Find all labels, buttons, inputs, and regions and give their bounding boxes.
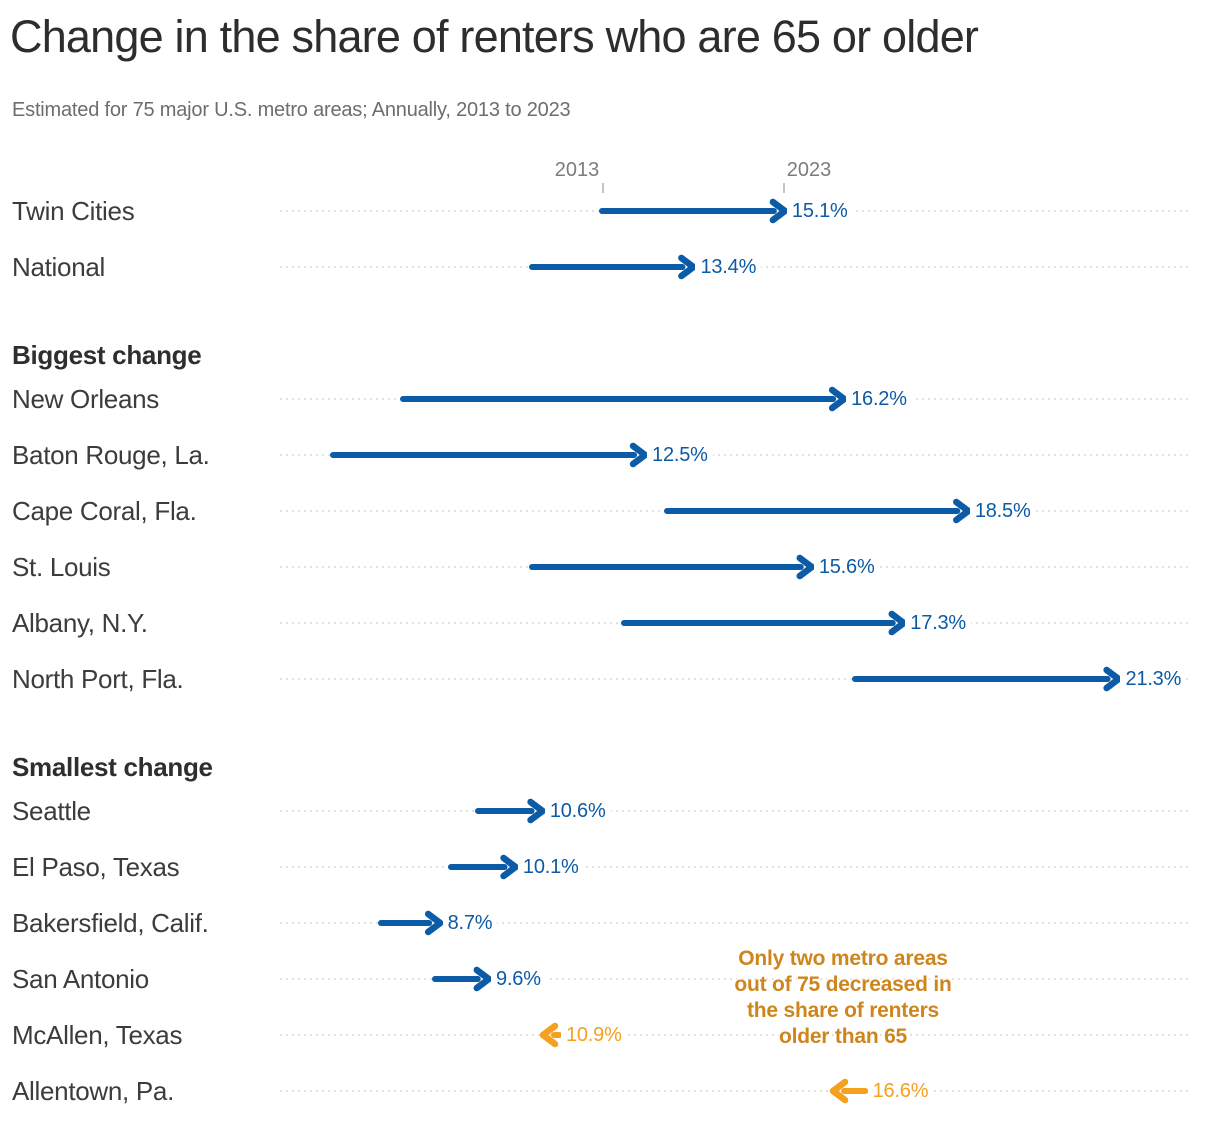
row-leader-dots <box>280 866 1190 868</box>
value-label-2023: 13.4% <box>695 253 762 281</box>
chart-subtitle: Estimated for 75 major U.S. metro areas;… <box>12 99 571 121</box>
row-label: National <box>12 252 105 282</box>
arrow-right-icon <box>620 610 907 636</box>
value-label-2023: 18.5% <box>969 497 1036 525</box>
value-label-2023: 17.3% <box>905 609 971 637</box>
axis-label-2013: 2013 <box>554 159 600 181</box>
arrow-right-icon <box>529 254 697 280</box>
arrow-right-icon <box>529 554 816 580</box>
arrow-left-icon <box>539 1022 562 1048</box>
arrow-right-icon <box>663 498 972 524</box>
value-label-2013: 10.9% <box>560 1021 627 1049</box>
arrow-right-icon <box>448 854 520 880</box>
row-label: Allentown, Pa. <box>12 1076 175 1106</box>
value-label-2023: 12.5% <box>647 441 713 469</box>
value-label-2023: 16.2% <box>846 385 912 413</box>
value-label-2023: 15.6% <box>813 553 880 581</box>
row-label: Seattle <box>12 796 91 826</box>
row-label: Cape Coral, Fla. <box>12 496 197 526</box>
row-label: St. Louis <box>12 552 111 582</box>
value-label-2023: 21.3% <box>1120 665 1187 693</box>
annotation-note: Only two metro areas out of 75 decreased… <box>734 947 952 1048</box>
row-leader-dots <box>280 978 1190 980</box>
value-label-2023: 8.7% <box>442 909 498 937</box>
section-header: Smallest change <box>12 752 213 782</box>
value-label-2023: 15.1% <box>786 197 853 225</box>
value-label-2023: 9.6% <box>491 965 546 993</box>
axis-tick-2013 <box>602 183 604 193</box>
row-label: McAllen, Texas <box>12 1020 183 1050</box>
row-label: El Paso, Texas <box>12 852 180 882</box>
row-label: San Antonio <box>12 964 149 994</box>
row-label: Twin Cities <box>12 196 135 226</box>
row-label: Baton Rouge, La. <box>12 440 210 470</box>
row-leader-dots <box>280 1034 1190 1036</box>
row-leader-dots <box>280 678 1190 680</box>
arrow-right-icon <box>432 966 493 992</box>
row-leader-dots <box>280 810 1190 812</box>
arrow-right-icon <box>378 910 444 936</box>
arrow-right-icon <box>851 666 1122 692</box>
row-leader-dots <box>280 1090 1190 1092</box>
row-leader-dots <box>280 454 1190 456</box>
row-label: New Orleans <box>12 384 159 414</box>
arrow-left-icon <box>830 1078 869 1104</box>
value-label-2013: 16.6% <box>867 1077 934 1105</box>
row-label: Bakersfield, Calif. <box>12 908 209 938</box>
value-label-2023: 10.6% <box>544 797 611 825</box>
axis-tick-2023 <box>783 183 785 193</box>
axis-label-2023: 2023 <box>786 159 832 181</box>
arrow-right-icon <box>330 442 649 468</box>
row-label: North Port, Fla. <box>12 664 184 694</box>
page-title: Change in the share of renters who are 6… <box>10 11 979 62</box>
value-label-2023: 10.1% <box>517 853 584 881</box>
section-header: Biggest change <box>12 340 202 370</box>
arrow-right-icon <box>475 798 547 824</box>
row-leader-dots <box>280 922 1190 924</box>
arrow-right-icon <box>599 198 789 224</box>
row-label: Albany, N.Y. <box>12 608 148 638</box>
arrow-right-icon <box>399 386 848 412</box>
